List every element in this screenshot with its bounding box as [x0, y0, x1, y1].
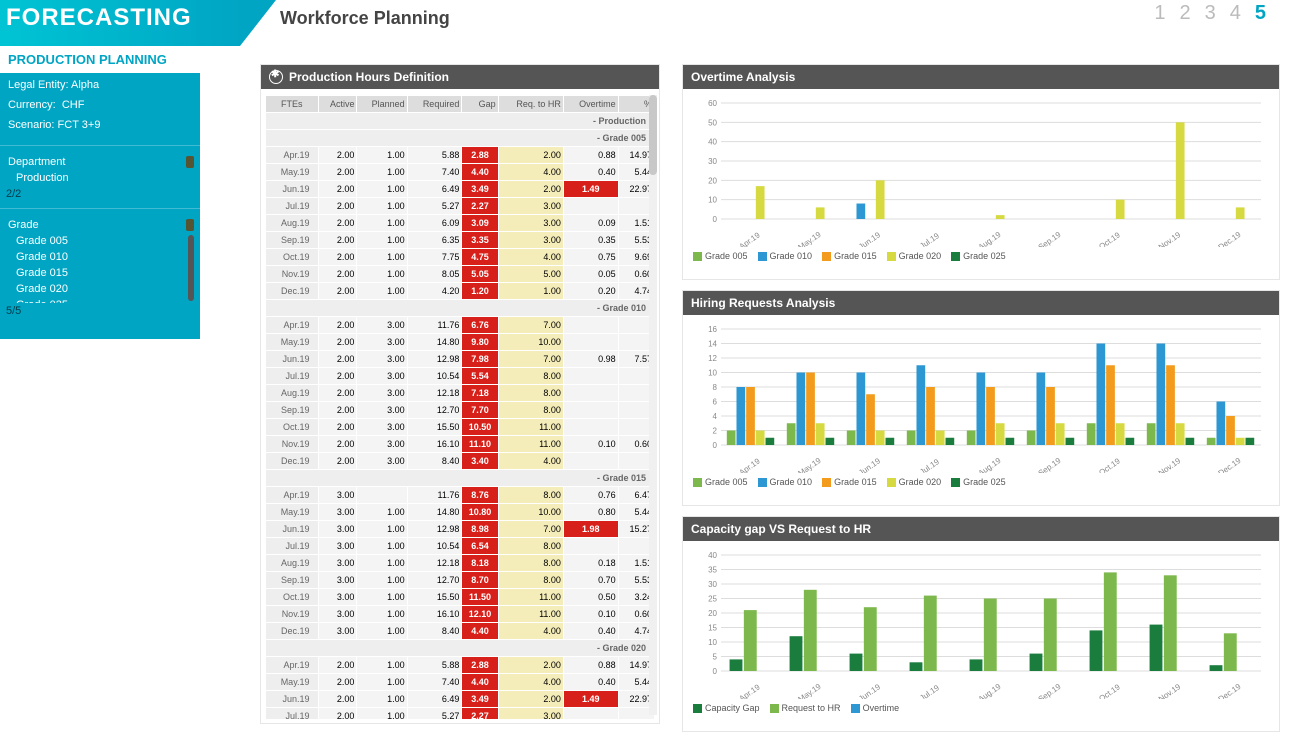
svg-text:50: 50 [708, 118, 717, 127]
page-title: Workforce Planning [280, 8, 450, 29]
svg-text:Apr.19: Apr.19 [738, 682, 763, 699]
grade-item[interactable]: Grade 005 [0, 233, 200, 249]
svg-text:Jun.19: Jun.19 [857, 230, 882, 247]
svg-text:35: 35 [708, 566, 717, 575]
svg-text:16: 16 [708, 325, 717, 334]
svg-text:2: 2 [713, 427, 718, 436]
hiring-panel: Hiring Requests Analysis 0 2 4 6 8 10 12 14 16 Ap… [682, 290, 1280, 506]
hiring-header: Hiring Requests Analysis [683, 291, 1279, 315]
svg-text:Oct.19: Oct.19 [1097, 682, 1122, 699]
svg-text:30: 30 [708, 580, 717, 589]
svg-text:5: 5 [713, 653, 718, 662]
grade-header: Grade [0, 208, 200, 233]
svg-text:Aug.19: Aug.19 [977, 682, 1003, 699]
svg-text:Dec.19: Dec.19 [1217, 230, 1243, 247]
svg-text:12: 12 [708, 354, 717, 363]
capacity-header: Capacity gap VS Request to HR [683, 517, 1279, 541]
svg-text:Sep.19: Sep.19 [1037, 682, 1063, 699]
svg-text:Nov.19: Nov.19 [1157, 230, 1183, 247]
svg-text:Sep.19: Sep.19 [1037, 230, 1063, 247]
grade-item[interactable]: Grade 010 [0, 249, 200, 265]
department-count: 2/2 [0, 186, 200, 202]
overtime-header: Overtime Analysis [683, 65, 1279, 89]
grade-item[interactable]: Grade 020 [0, 281, 200, 297]
svg-text:Aug.19: Aug.19 [977, 456, 1003, 473]
svg-text:Aug.19: Aug.19 [977, 230, 1003, 247]
svg-text:30: 30 [708, 157, 717, 166]
svg-text:14: 14 [708, 340, 717, 349]
svg-text:May.19: May.19 [796, 230, 823, 247]
table-scrollbar[interactable] [649, 95, 657, 715]
svg-text:8: 8 [713, 383, 718, 392]
svg-text:0: 0 [713, 215, 718, 224]
svg-text:15: 15 [708, 624, 717, 633]
scenario: Scenario: FCT 3+9 [0, 113, 200, 139]
svg-text:Oct.19: Oct.19 [1097, 230, 1122, 247]
grade-count: 5/5 [0, 303, 200, 319]
svg-text:Nov.19: Nov.19 [1157, 456, 1183, 473]
svg-text:10: 10 [708, 369, 717, 378]
svg-text:10: 10 [708, 196, 717, 205]
svg-text:20: 20 [708, 609, 717, 618]
svg-text:Dec.19: Dec.19 [1217, 456, 1243, 473]
svg-text:Apr.19: Apr.19 [738, 456, 763, 473]
svg-text:May.19: May.19 [796, 682, 823, 699]
svg-text:60: 60 [708, 99, 717, 108]
svg-text:Apr.19: Apr.19 [738, 230, 763, 247]
overtime-panel: Overtime Analysis 0 10 20 30 40 50 60 Apr.19 May… [682, 64, 1280, 280]
capacity-panel: Capacity gap VS Request to HR 0 5 10 15 20 25… [682, 516, 1280, 732]
svg-text:Oct.19: Oct.19 [1097, 456, 1122, 473]
department-header: Department [0, 145, 200, 170]
currency: Currency: CHF [0, 93, 200, 113]
production-table: FTEsActivePlannedRequiredGapReq. to HROv… [265, 95, 655, 719]
svg-text:40: 40 [708, 551, 717, 560]
svg-text:Sep.19: Sep.19 [1037, 456, 1063, 473]
svg-text:0: 0 [713, 441, 718, 450]
forecasting-banner: FORECASTING [0, 0, 240, 46]
grade-item[interactable]: Grade 015 [0, 265, 200, 281]
grade-item[interactable]: Grade 025 [0, 297, 200, 303]
svg-text:40: 40 [708, 138, 717, 147]
svg-text:Jul.19: Jul.19 [918, 457, 941, 473]
svg-text:Dec.19: Dec.19 [1217, 682, 1243, 699]
svg-text:0: 0 [713, 667, 718, 676]
svg-text:20: 20 [708, 176, 717, 185]
production-hours-panel: Production Hours Definition FTEsActivePl… [260, 64, 660, 724]
svg-text:Jun.19: Jun.19 [857, 682, 882, 699]
svg-text:Jun.19: Jun.19 [857, 456, 882, 473]
department-item[interactable]: Production [0, 170, 200, 186]
sidebar: PRODUCTION PLANNING Legal Entity: Alpha … [0, 46, 200, 339]
gear-icon [269, 70, 283, 84]
svg-text:May.19: May.19 [796, 456, 823, 473]
svg-text:Jul.19: Jul.19 [918, 231, 941, 247]
sidebar-title: PRODUCTION PLANNING [0, 46, 200, 73]
legal-entity: Legal Entity: Alpha [0, 73, 200, 93]
svg-text:4: 4 [713, 412, 718, 421]
svg-text:Jul.19: Jul.19 [918, 683, 941, 699]
svg-text:10: 10 [708, 638, 717, 647]
page-numbers[interactable]: 12345 [1154, 2, 1280, 25]
svg-text:25: 25 [708, 595, 717, 604]
svg-text:Nov.19: Nov.19 [1157, 682, 1183, 699]
svg-text:6: 6 [713, 398, 718, 407]
production-hours-header: Production Hours Definition [261, 65, 659, 89]
